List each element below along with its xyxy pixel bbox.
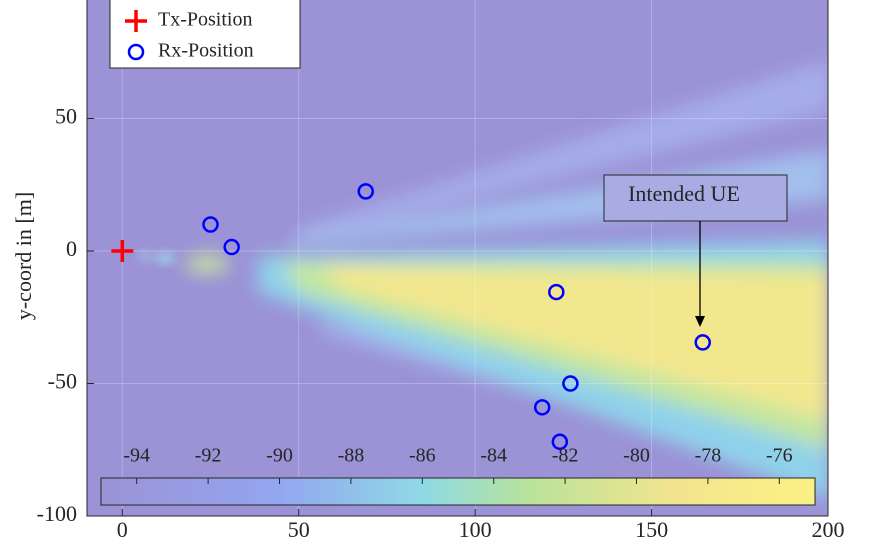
colorbar-tick-label: -94 [123,445,150,467]
rx-marker [223,238,240,256]
rx-marker [562,375,579,392]
heatmap [87,0,828,516]
annotation-text: Intended UE [628,181,740,206]
colorbar [100,477,816,506]
colorbar-tick-label: -84 [480,445,507,467]
tx-marker [111,240,134,262]
colorbar-tick-label: -76 [766,445,793,467]
rx-marker [357,183,375,200]
legend: Tx-Position Rx-Position [109,0,301,69]
marks [111,183,711,451]
y-tick-label: -100 [37,501,77,526]
legend-label: Tx-Position [158,9,252,31]
legend-marker [127,43,145,61]
x-tick-label: 150 [635,517,668,540]
x-tick-label: 0 [117,517,128,540]
rx-marker [202,216,219,233]
annotation-box [603,174,788,222]
rx-marker [694,334,711,351]
y-tick-label: -50 [48,369,77,394]
y-axis-label: y-coord in [m] [11,192,36,320]
colorbar-tick-label: -80 [623,445,650,467]
y-tick-label: 0 [66,236,77,261]
x-tick-label: 50 [288,517,310,540]
colorbar-tick-label: -86 [409,445,436,467]
rx-marker [548,283,565,301]
colorbar-tick-label: -78 [695,445,722,467]
legend-label: Rx-Position [158,40,254,62]
colorbar-tick-label: -82 [552,445,579,467]
rx-marker [551,433,569,451]
arrow-head [695,316,705,327]
chart: y-coord in [m] Tx-Position Rx-Position In… [11,0,845,540]
y-tick-label: 50 [55,104,77,129]
rx-marker [533,399,551,416]
colorbar-tick-label: -88 [338,445,365,467]
colorbar-tick-label: -92 [195,445,222,467]
x-tick-label: 100 [459,517,492,540]
annotation: Intended UE [603,174,788,327]
axes-box [86,0,829,517]
x-tick-label: 200 [812,517,845,540]
colorbar-tick-label: -90 [266,445,293,467]
